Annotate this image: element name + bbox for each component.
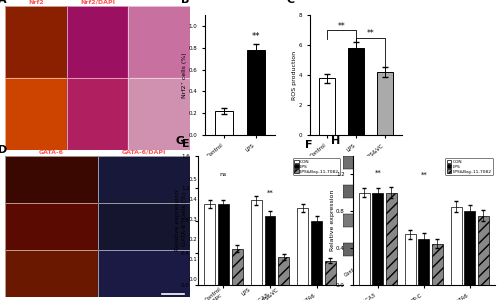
Bar: [5, 78, 66, 150]
Text: Control: Control: [343, 264, 360, 278]
Bar: [98, 156, 190, 203]
Bar: [128, 78, 190, 150]
Bar: [5, 6, 66, 78]
Legend: CON, LPS, LPS&Bay-11-7082: CON, LPS, LPS&Bay-11-7082: [293, 158, 341, 175]
Bar: [377, 72, 393, 135]
Bar: [5, 250, 98, 297]
Bar: [216, 111, 233, 135]
Bar: [98, 156, 190, 203]
Text: **: **: [266, 190, 274, 196]
Bar: [5, 156, 98, 203]
Text: SP-C: SP-C: [314, 160, 328, 165]
Text: H: H: [331, 136, 340, 146]
Bar: [98, 203, 190, 250]
Bar: [343, 156, 360, 169]
Text: **: **: [367, 29, 374, 38]
Bar: [98, 250, 190, 297]
Y-axis label: Nrf2⁺ cells (%): Nrf2⁺ cells (%): [182, 52, 187, 98]
Bar: [405, 234, 415, 285]
Bar: [362, 214, 380, 226]
Text: **: **: [420, 171, 427, 177]
Text: ABCA3: ABCA3: [314, 189, 335, 194]
Bar: [128, 78, 190, 150]
Bar: [348, 48, 364, 135]
Bar: [386, 193, 397, 285]
Bar: [362, 243, 380, 256]
Bar: [343, 185, 360, 198]
Bar: [5, 6, 66, 78]
Bar: [418, 239, 429, 285]
Bar: [98, 203, 190, 250]
Text: **: **: [314, 230, 320, 236]
Bar: [362, 156, 380, 169]
Text: G: G: [176, 136, 185, 146]
Bar: [218, 204, 229, 285]
Text: **: **: [252, 32, 260, 41]
Text: Nrf2/DAPI: Nrf2/DAPI: [80, 0, 115, 4]
Text: D: D: [0, 145, 7, 154]
Text: C: C: [287, 0, 295, 5]
Text: LPS: LPS: [366, 269, 376, 278]
Bar: [478, 216, 488, 285]
Bar: [128, 6, 190, 78]
Text: **: **: [466, 171, 473, 177]
Bar: [320, 78, 336, 135]
Bar: [66, 78, 128, 150]
Bar: [128, 6, 190, 78]
Text: β-Actin: β-Actin: [314, 247, 336, 252]
Bar: [5, 203, 98, 250]
Bar: [66, 6, 128, 78]
Bar: [298, 208, 308, 285]
Text: GATA-6/DAPI: GATA-6/DAPI: [122, 150, 166, 154]
Bar: [5, 203, 98, 250]
Text: A: A: [0, 0, 6, 4]
Bar: [343, 214, 360, 226]
Bar: [204, 204, 215, 285]
Bar: [5, 250, 98, 297]
Bar: [66, 6, 128, 78]
Bar: [362, 185, 380, 198]
Bar: [232, 249, 242, 285]
Bar: [382, 185, 400, 198]
Bar: [382, 156, 400, 169]
Text: ns: ns: [220, 172, 227, 177]
Bar: [278, 257, 289, 285]
Legend: CON, LPS, LPS&Bay-11-7082: CON, LPS, LPS&Bay-11-7082: [446, 158, 493, 175]
Bar: [464, 211, 475, 285]
Bar: [359, 193, 370, 285]
Text: F: F: [305, 140, 312, 150]
Bar: [5, 156, 98, 203]
Text: **: **: [233, 161, 240, 170]
Bar: [214, 183, 230, 279]
Bar: [66, 78, 128, 150]
Text: **: **: [338, 22, 345, 31]
Bar: [372, 193, 384, 285]
Bar: [264, 217, 276, 285]
Text: **: **: [374, 169, 381, 175]
Bar: [244, 235, 259, 279]
Bar: [251, 200, 262, 285]
Bar: [432, 244, 442, 285]
Y-axis label: GATA-6⁺ cells (%): GATA-6⁺ cells (%): [182, 192, 187, 246]
Text: B: B: [180, 0, 189, 5]
Bar: [247, 50, 264, 135]
Y-axis label: ROS production: ROS production: [292, 50, 298, 100]
Text: Nrf2: Nrf2: [28, 0, 44, 4]
Bar: [5, 78, 66, 150]
Bar: [325, 261, 336, 285]
Bar: [382, 243, 400, 256]
Bar: [343, 243, 360, 256]
Bar: [311, 220, 322, 285]
Text: **: **: [262, 171, 270, 180]
Bar: [450, 207, 462, 285]
Bar: [98, 250, 190, 297]
Text: E: E: [182, 140, 190, 149]
Y-axis label: Relative expression: Relative expression: [330, 190, 334, 251]
Text: GATA-6: GATA-6: [314, 218, 336, 223]
Text: LPS&VC: LPS&VC: [382, 263, 400, 278]
Bar: [272, 203, 288, 279]
Bar: [382, 214, 400, 226]
Y-axis label: Relative expression: Relative expression: [174, 190, 180, 251]
Text: GATA-6: GATA-6: [39, 150, 64, 154]
